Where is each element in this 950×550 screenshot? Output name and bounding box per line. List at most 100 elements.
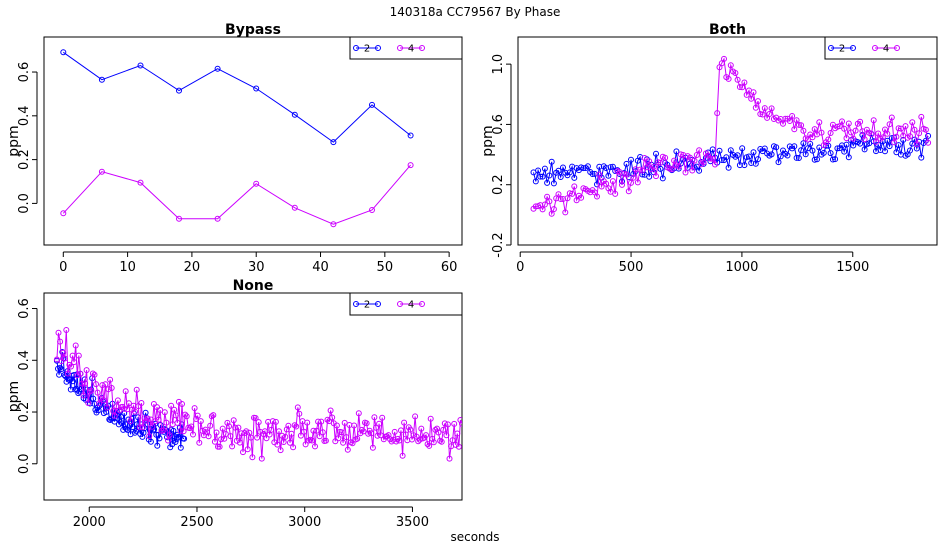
data-point <box>227 433 234 440</box>
data-point <box>791 143 798 150</box>
data-point <box>752 160 759 167</box>
data-point <box>741 79 748 86</box>
data-point <box>789 113 796 119</box>
data-point <box>795 155 802 161</box>
data-point <box>537 173 544 180</box>
x-tick-label: 1500 <box>836 260 869 275</box>
data-point <box>396 437 403 444</box>
data-point <box>85 400 92 406</box>
legend-marker <box>419 301 425 307</box>
data-point <box>655 159 662 166</box>
data-point <box>207 422 214 429</box>
data-point <box>798 147 805 154</box>
data-point <box>814 156 820 163</box>
data-point <box>94 389 101 396</box>
data-point <box>176 215 182 222</box>
data-point <box>402 431 409 438</box>
data-point <box>834 145 841 152</box>
data-point <box>296 410 303 417</box>
data-point <box>548 158 555 165</box>
data-point <box>89 370 96 377</box>
data-point <box>925 139 932 146</box>
data-point <box>64 370 71 377</box>
series-line <box>533 57 929 216</box>
data-point <box>154 442 161 449</box>
data-point <box>341 419 348 426</box>
data-point <box>161 409 168 416</box>
data-point <box>144 415 151 422</box>
data-point <box>226 423 232 430</box>
y-tick-label: 0.6 <box>17 62 32 83</box>
data-point <box>119 420 126 427</box>
y-tick-label: 0.4 <box>17 350 32 371</box>
data-point <box>79 380 85 387</box>
data-point <box>532 178 539 185</box>
data-point <box>360 428 367 435</box>
data-point <box>841 125 848 132</box>
data-point <box>121 410 128 417</box>
data-point <box>138 400 145 406</box>
data-point <box>61 372 68 378</box>
data-point <box>639 171 646 178</box>
data-point <box>91 371 98 378</box>
data-point <box>746 153 752 160</box>
data-point <box>277 447 284 454</box>
data-point <box>165 437 171 444</box>
data-point <box>755 156 761 163</box>
data-point <box>224 419 231 426</box>
data-point <box>675 163 682 170</box>
data-point <box>293 423 300 430</box>
data-point <box>71 359 78 366</box>
data-point <box>133 386 140 393</box>
data-point <box>230 417 237 424</box>
data-point <box>918 113 925 120</box>
data-point <box>544 179 551 186</box>
data-point <box>205 433 212 440</box>
x-tick-label: 50 <box>377 260 394 275</box>
data-point <box>196 439 203 446</box>
data-point <box>682 169 689 176</box>
data-point <box>709 155 716 162</box>
data-point <box>219 425 226 432</box>
data-point <box>598 183 605 190</box>
data-point <box>550 180 557 187</box>
data-point <box>291 422 298 429</box>
data-point <box>287 439 293 446</box>
data-point <box>800 127 807 134</box>
data-point <box>795 121 802 128</box>
data-point <box>786 118 793 124</box>
data-point <box>707 155 714 162</box>
legend-marker <box>353 45 359 51</box>
data-point <box>573 197 580 204</box>
data-point <box>415 438 422 445</box>
data-point <box>793 117 800 124</box>
data-point <box>718 157 725 163</box>
data-point <box>98 76 105 83</box>
data-point <box>625 188 632 195</box>
plot-frame <box>517 36 938 246</box>
data-point <box>120 426 127 433</box>
data-point <box>628 179 634 186</box>
panel-title: Bypass <box>225 22 281 38</box>
plot-frame <box>43 36 463 246</box>
data-point <box>893 149 900 156</box>
data-point <box>274 441 281 448</box>
data-point <box>897 125 904 132</box>
data-point <box>333 422 340 429</box>
data-point <box>829 156 836 163</box>
data-point <box>687 154 693 161</box>
data-point <box>181 435 188 442</box>
data-point <box>208 413 215 420</box>
data-point <box>623 160 630 167</box>
data-point <box>716 147 723 154</box>
data-point <box>793 154 800 161</box>
data-point <box>69 352 76 359</box>
data-point <box>369 444 376 451</box>
data-point <box>423 432 429 439</box>
data-point <box>557 174 564 180</box>
data-point <box>157 407 164 413</box>
data-point <box>444 421 451 428</box>
data-point <box>895 125 902 132</box>
y-tick-label: 0.6 <box>491 114 506 135</box>
data-point <box>734 76 741 83</box>
